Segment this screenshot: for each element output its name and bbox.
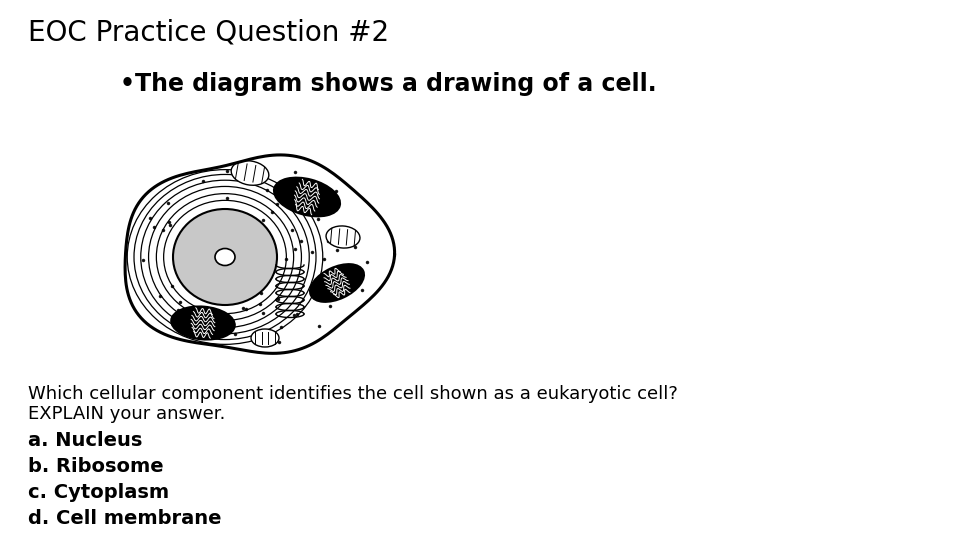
Text: c. Cytoplasm: c. Cytoplasm	[28, 483, 169, 502]
Text: a. Nucleus: a. Nucleus	[28, 431, 142, 450]
Text: EXPLAIN your answer.: EXPLAIN your answer.	[28, 405, 226, 423]
Text: Which cellular component identifies the cell shown as a eukaryotic cell?: Which cellular component identifies the …	[28, 385, 678, 403]
Ellipse shape	[326, 226, 360, 248]
Ellipse shape	[231, 161, 269, 185]
Ellipse shape	[173, 209, 277, 305]
Polygon shape	[125, 155, 395, 353]
Text: •The diagram shows a drawing of a cell.: •The diagram shows a drawing of a cell.	[120, 72, 657, 96]
Text: d. Cell membrane: d. Cell membrane	[28, 509, 222, 528]
Ellipse shape	[251, 329, 279, 347]
Text: b. Ribosome: b. Ribosome	[28, 457, 163, 476]
Text: EOC Practice Question #2: EOC Practice Question #2	[28, 18, 389, 46]
Ellipse shape	[171, 306, 235, 340]
Ellipse shape	[215, 248, 235, 266]
Ellipse shape	[310, 264, 364, 302]
Ellipse shape	[274, 178, 340, 217]
